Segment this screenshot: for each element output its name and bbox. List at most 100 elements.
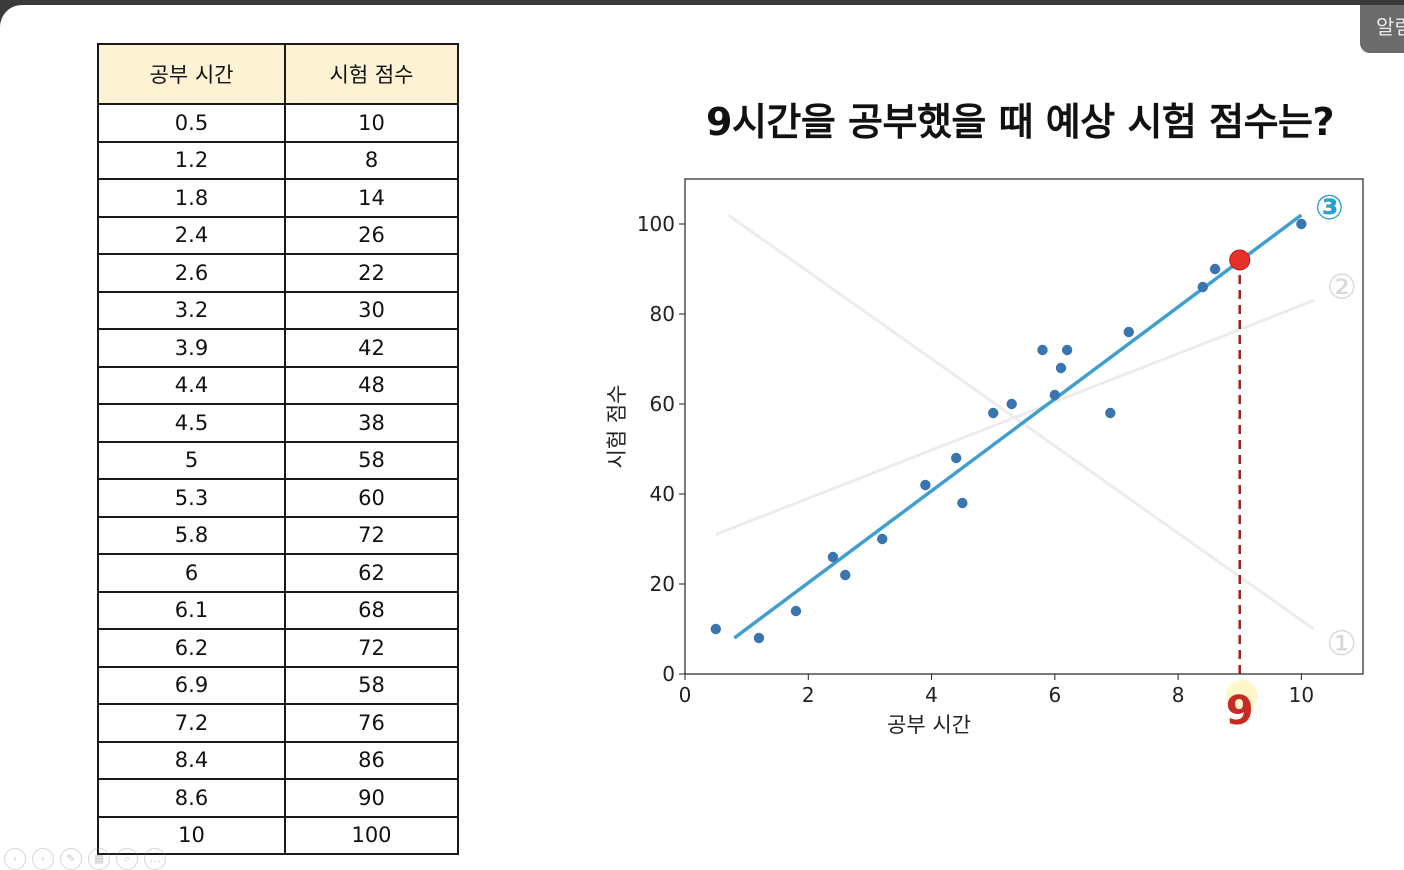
table-row: 3.2 30	[97, 290, 459, 330]
prediction-x-label: 9	[1226, 688, 1254, 734]
line-label-2: ②	[1326, 268, 1356, 308]
data-point	[753, 632, 765, 644]
cell-study-hours: 8.6	[97, 778, 286, 818]
cell-exam-score: 60	[284, 478, 459, 518]
cell-study-hours: 3.9	[97, 328, 286, 368]
y-tick-label: 80	[650, 302, 675, 326]
table-row: 6.1 68	[97, 590, 459, 630]
data-point	[1105, 407, 1116, 419]
cell-exam-score: 42	[284, 328, 459, 368]
header-exam-score: 시험 점수	[284, 43, 459, 105]
cell-study-hours: 2.6	[97, 253, 286, 293]
data-point	[1296, 218, 1307, 230]
cell-study-hours: 5.3	[97, 478, 286, 518]
table-row: 1.8 14	[97, 178, 459, 218]
data-point	[951, 452, 962, 464]
table-row: 3.9 42	[97, 328, 459, 368]
slide: 알림 공부 시간 시험 점수 0.5 10 1.2 8 1.8 14 2.4 26 2.6 22 3…	[0, 5, 1404, 870]
cell-exam-score: 58	[284, 665, 459, 705]
cell-study-hours: 1.8	[97, 178, 286, 218]
table-row: 8.4 86	[97, 740, 459, 780]
cell-exam-score: 76	[284, 703, 459, 743]
cell-exam-score: 10	[284, 103, 459, 143]
cursor-highlight	[1225, 680, 1258, 712]
prediction-point	[1229, 249, 1251, 271]
data-table: 공부 시간 시험 점수 0.5 10 1.2 8 1.8 14 2.4 26 2.6 22 3.2 3…	[97, 43, 459, 855]
table-row: 6.9 58	[97, 665, 459, 705]
table-row: 6.2 72	[97, 628, 459, 668]
more-icon[interactable]: …	[144, 848, 166, 870]
data-point	[840, 569, 851, 581]
cell-study-hours: 6.2	[97, 628, 286, 668]
line-label-3: ③	[1315, 188, 1344, 228]
x-tick-label: 6	[1048, 683, 1061, 707]
notification-badge[interactable]: 알림	[1360, 5, 1404, 53]
table-row: 8.6 90	[97, 778, 459, 818]
y-tick-label: 40	[650, 482, 675, 506]
data-point	[1209, 263, 1221, 275]
cell-study-hours: 3.2	[97, 290, 286, 330]
x-axis-label: 공부 시간	[887, 713, 971, 737]
y-tick-label: 20	[650, 572, 675, 596]
cell-study-hours: 6	[97, 553, 286, 593]
data-point	[710, 623, 722, 635]
table-row: 5.3 60	[97, 478, 459, 518]
y-axis-label: 시험 점수	[605, 385, 629, 469]
data-point	[1061, 344, 1073, 356]
data-point	[1123, 326, 1134, 338]
x-tick-label: 8	[1172, 683, 1185, 707]
next-icon[interactable]: ›	[32, 848, 54, 870]
cell-study-hours: 2.4	[97, 215, 286, 255]
cell-exam-score: 30	[284, 290, 459, 330]
data-point	[957, 497, 968, 509]
cell-study-hours: 7.2	[97, 703, 286, 743]
cell-study-hours: 8.4	[97, 740, 286, 780]
candidate-line	[727, 213, 1315, 631]
data-point	[1197, 281, 1208, 293]
cell-study-hours: 6.9	[97, 665, 286, 705]
cell-exam-score: 14	[284, 178, 459, 218]
table-row: 4.5 38	[97, 403, 459, 443]
x-tick-label: 10	[1289, 683, 1314, 707]
table-row: 7.2 76	[97, 703, 459, 743]
y-tick-label: 0	[662, 662, 675, 686]
cell-exam-score: 62	[284, 553, 459, 593]
cell-study-hours: 4.4	[97, 365, 286, 405]
cell-exam-score: 72	[284, 515, 459, 555]
cell-exam-score: 8	[284, 140, 459, 180]
data-point	[827, 551, 839, 563]
line-label-1: ①	[1326, 624, 1356, 664]
cell-exam-score: 90	[284, 778, 459, 818]
table-row: 1.2 8	[97, 140, 459, 180]
cell-study-hours: 5	[97, 440, 286, 480]
x-tick-label: 2	[802, 683, 815, 707]
y-tick-label: 60	[650, 392, 675, 416]
cell-study-hours: 5.8	[97, 515, 286, 555]
data-point	[1055, 362, 1067, 374]
cell-study-hours: 1.2	[97, 140, 286, 180]
grid-icon[interactable]: ▦	[88, 848, 110, 870]
data-point	[1037, 344, 1048, 356]
prev-icon[interactable]: ‹	[4, 848, 26, 870]
pen-icon[interactable]: ✎	[60, 848, 82, 870]
table-row: 6 62	[97, 553, 459, 593]
x-tick-label: 4	[925, 683, 938, 707]
cell-exam-score: 48	[284, 365, 459, 405]
y-tick-label: 100	[637, 212, 675, 236]
cell-exam-score: 26	[284, 215, 459, 255]
data-point	[1006, 398, 1017, 410]
candidate-line	[715, 299, 1315, 536]
cell-exam-score: 100	[284, 815, 459, 855]
plot-frame	[684, 178, 1364, 675]
data-point	[1049, 389, 1061, 401]
table-row: 0.5 10	[97, 103, 459, 143]
cell-exam-score: 72	[284, 628, 459, 668]
table-row: 5 58	[97, 440, 459, 480]
slide-controls[interactable]: ‹ › ✎ ▦ ⌕ …	[4, 848, 166, 870]
cell-study-hours: 4.5	[97, 403, 286, 443]
zoom-icon[interactable]: ⌕	[116, 848, 138, 870]
cell-exam-score: 38	[284, 403, 459, 443]
header-study-hours: 공부 시간	[97, 43, 286, 105]
cell-exam-score: 58	[284, 440, 459, 480]
